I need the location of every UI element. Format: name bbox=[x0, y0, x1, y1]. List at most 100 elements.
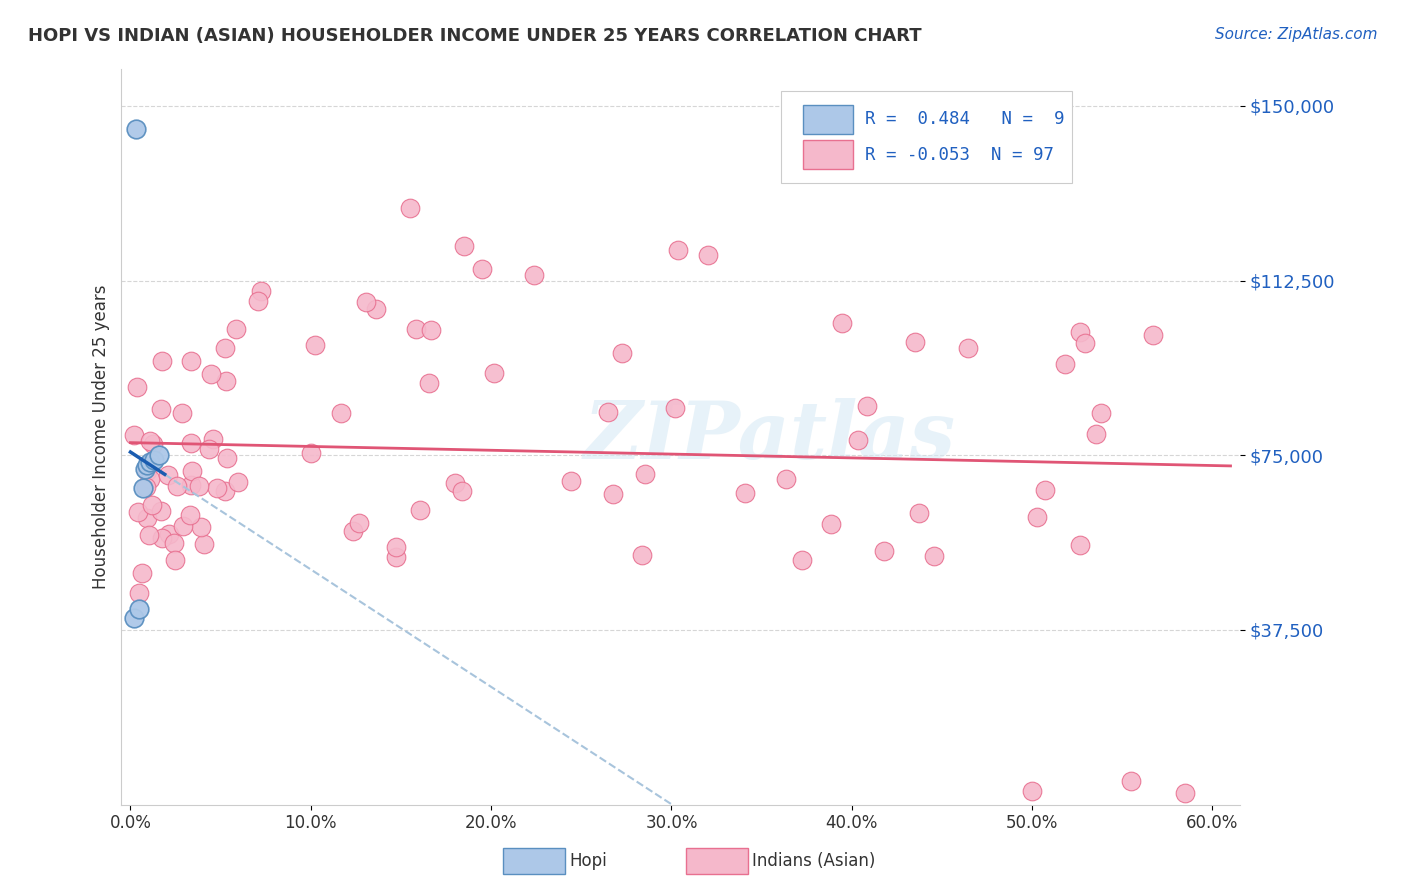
Point bbox=[205, 481, 228, 495]
Point bbox=[405, 322, 427, 336]
Point bbox=[136, 511, 159, 525]
Point bbox=[180, 435, 202, 450]
Point bbox=[200, 368, 222, 382]
Point bbox=[855, 399, 877, 413]
Point bbox=[180, 354, 202, 368]
Point bbox=[1121, 774, 1143, 789]
Point bbox=[1142, 328, 1164, 343]
Point bbox=[1021, 783, 1043, 797]
Point bbox=[399, 202, 422, 216]
Point bbox=[790, 552, 813, 566]
Point bbox=[165, 553, 187, 567]
Point bbox=[904, 334, 927, 349]
Point bbox=[596, 405, 619, 419]
Point bbox=[179, 508, 201, 522]
Point bbox=[122, 428, 145, 442]
Point bbox=[142, 437, 165, 451]
Point bbox=[139, 472, 162, 486]
Point bbox=[149, 503, 172, 517]
Point bbox=[1085, 426, 1108, 441]
Point bbox=[1073, 335, 1095, 350]
Point bbox=[1090, 406, 1112, 420]
Point bbox=[141, 499, 163, 513]
Point bbox=[180, 464, 202, 478]
Point bbox=[471, 261, 494, 276]
Point bbox=[1069, 537, 1091, 551]
Point bbox=[163, 536, 186, 550]
Point bbox=[215, 374, 238, 388]
Point bbox=[172, 406, 194, 420]
Point bbox=[420, 323, 443, 337]
Point bbox=[1033, 483, 1056, 498]
Point bbox=[132, 481, 155, 495]
Point bbox=[128, 602, 150, 616]
Point bbox=[342, 524, 364, 538]
Point bbox=[560, 474, 582, 488]
Point bbox=[873, 544, 896, 558]
Point bbox=[202, 432, 225, 446]
Point bbox=[180, 477, 202, 491]
Point bbox=[523, 268, 546, 283]
Point bbox=[139, 434, 162, 448]
Y-axis label: Householder Income Under 25 years: Householder Income Under 25 years bbox=[93, 285, 110, 589]
Point bbox=[156, 468, 179, 483]
Point bbox=[666, 244, 689, 258]
Point bbox=[846, 434, 869, 448]
Text: R =  0.484   N =  9: R = 0.484 N = 9 bbox=[865, 111, 1064, 128]
Point bbox=[125, 380, 148, 394]
Point bbox=[135, 480, 157, 494]
Point bbox=[190, 520, 212, 534]
Point bbox=[125, 122, 148, 136]
Point bbox=[444, 475, 467, 490]
Point bbox=[197, 442, 219, 457]
Point bbox=[664, 401, 686, 415]
Point bbox=[187, 479, 209, 493]
Point bbox=[1069, 325, 1091, 339]
Point bbox=[385, 549, 408, 564]
Point bbox=[250, 284, 273, 298]
Text: ZIPatlas: ZIPatlas bbox=[583, 398, 956, 475]
Point bbox=[135, 458, 157, 472]
Point bbox=[134, 462, 156, 476]
Point bbox=[122, 611, 145, 625]
Point bbox=[150, 531, 173, 545]
Point bbox=[214, 483, 236, 498]
Point bbox=[922, 549, 945, 564]
Text: Source: ZipAtlas.com: Source: ZipAtlas.com bbox=[1215, 27, 1378, 42]
Point bbox=[172, 518, 194, 533]
Point bbox=[246, 294, 269, 309]
Point bbox=[366, 301, 388, 316]
Point bbox=[142, 453, 165, 467]
FancyBboxPatch shape bbox=[782, 91, 1071, 183]
Point bbox=[418, 376, 440, 391]
Point bbox=[630, 548, 652, 562]
Point bbox=[908, 506, 931, 520]
Point bbox=[139, 455, 162, 469]
Point bbox=[612, 345, 634, 359]
Point bbox=[385, 540, 408, 554]
Point bbox=[214, 341, 236, 355]
Point bbox=[696, 248, 718, 262]
Point bbox=[127, 505, 149, 519]
Point bbox=[193, 537, 215, 551]
Point bbox=[347, 516, 370, 530]
Point bbox=[1025, 509, 1047, 524]
Point bbox=[831, 316, 853, 330]
Point bbox=[956, 341, 979, 355]
Point bbox=[356, 295, 378, 310]
Text: R = -0.053  N = 97: R = -0.053 N = 97 bbox=[865, 145, 1054, 163]
Point bbox=[215, 451, 238, 466]
Point bbox=[157, 527, 180, 541]
Point bbox=[453, 238, 475, 252]
Point bbox=[138, 528, 160, 542]
Point bbox=[136, 464, 159, 478]
Point bbox=[1053, 357, 1076, 371]
Point bbox=[299, 446, 322, 460]
Point bbox=[634, 467, 657, 481]
Point bbox=[1174, 786, 1197, 800]
Point bbox=[226, 475, 249, 489]
Text: Hopi: Hopi bbox=[569, 852, 607, 870]
Point bbox=[131, 566, 153, 580]
Text: HOPI VS INDIAN (ASIAN) HOUSEHOLDER INCOME UNDER 25 YEARS CORRELATION CHART: HOPI VS INDIAN (ASIAN) HOUSEHOLDER INCOM… bbox=[28, 27, 922, 45]
Point bbox=[225, 322, 247, 336]
